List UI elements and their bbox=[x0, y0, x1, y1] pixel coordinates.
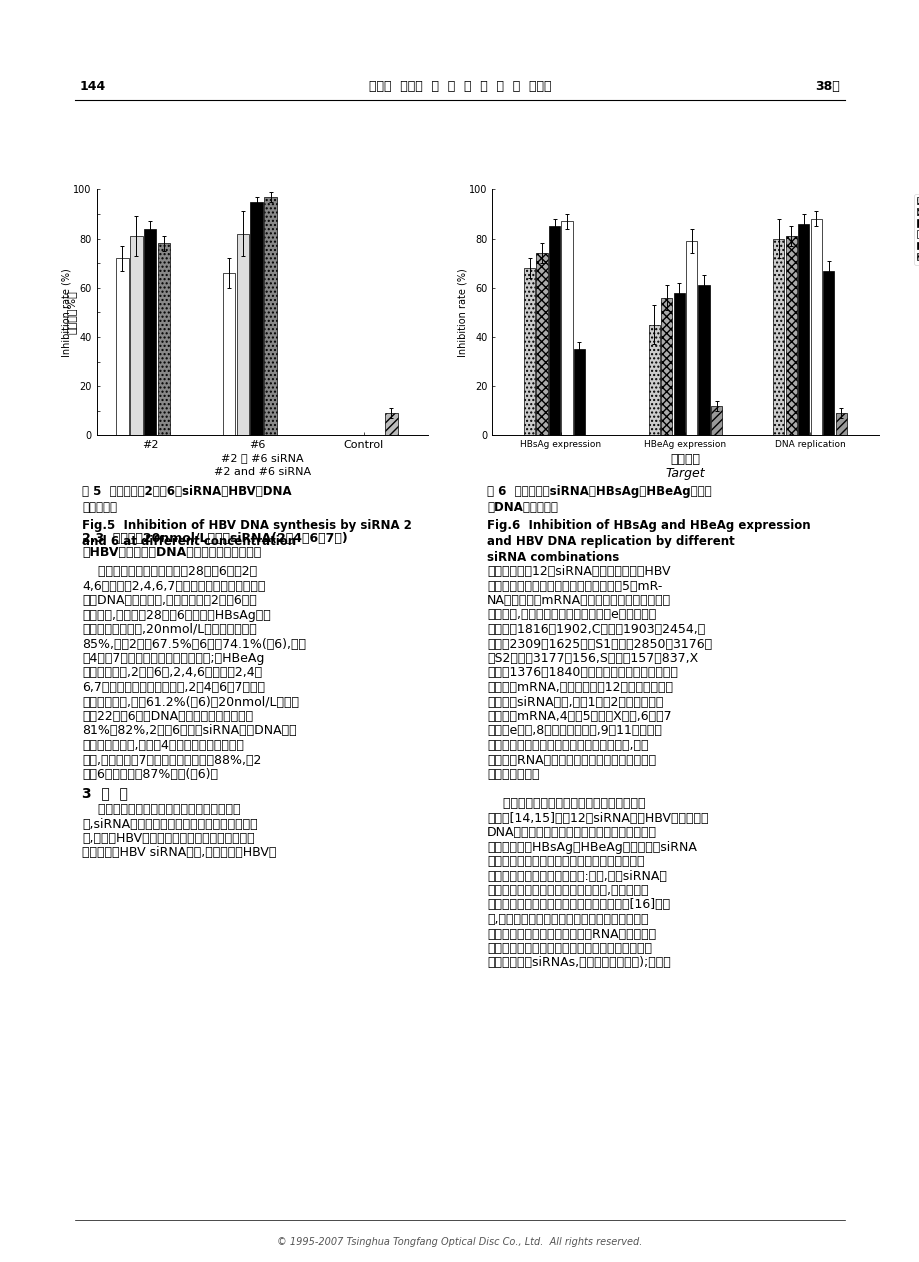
Text: 响,并不是所有符合设计要求的序列都能达到理想: 响,并不是所有符合设计要求的序列都能达到理想 bbox=[486, 912, 648, 926]
Text: 齐，并且针对HBsAg和HBeAg序列设计的siRNA: 齐，并且针对HBsAg和HBeAg序列设计的siRNA bbox=[486, 840, 696, 853]
Text: 究,包括抗HBV的研究。和以往仅仅针对某个单一: 究,包括抗HBV的研究。和以往仅仅针对某个单一 bbox=[82, 832, 255, 846]
Text: 81%和82%,2号和6号两种siRNA抑制DNA复制: 81%和82%,2号和6号两种siRNA抑制DNA复制 bbox=[82, 724, 296, 737]
Bar bbox=[810, 218, 821, 435]
Text: 前S2蛋白自3177到156,S蛋白自157到837,X: 前S2蛋白自3177到156,S蛋白自157到837,X bbox=[486, 652, 698, 665]
Text: 的表达抑制上,2号和6号,2,4,6号，以及2,4、: 的表达抑制上,2号和6号,2,4,6号，以及2,4、 bbox=[82, 666, 262, 679]
Text: DNA复制的结果来看，各种分子的抑制率参差不: DNA复制的结果来看，各种分子的抑制率参差不 bbox=[486, 827, 656, 839]
Text: 的抑制效果，即使是针对同一段RNA设计的序列: 的抑制效果，即使是针对同一段RNA设计的序列 bbox=[486, 928, 655, 940]
Text: 心抗原和聚合酶。除了针对各个编码区之外,它们: 心抗原和聚合酶。除了针对各个编码区之外,它们 bbox=[486, 740, 648, 752]
Bar bbox=[648, 324, 659, 435]
Text: 对前基因RNA分子和其他编码区的同源序列也可: 对前基因RNA分子和其他编码区的同源序列也可 bbox=[486, 753, 655, 766]
Text: 编码区的siRNA分子,其中1号和2号主要针对表: 编码区的siRNA分子,其中1号和2号主要针对表 bbox=[486, 695, 663, 708]
Text: siRNA combinations: siRNA combinations bbox=[486, 551, 618, 564]
Text: 号和6号联用组的87%接近(图6)。: 号和6号联用组的87%接近(图6)。 bbox=[82, 769, 218, 781]
Text: 进一步观察了同时联合使用28号和6号，2、: 进一步观察了同时联合使用28号和6号，2、 bbox=[82, 565, 256, 578]
Legend: 2, 6, 26, 246, 2467, control: 2, 6, 26, 246, 2467, control bbox=[913, 194, 919, 265]
Text: Fig.5  Inhibition of HBV DNA synthesis by siRNA 2: Fig.5 Inhibition of HBV DNA synthesis by… bbox=[82, 520, 412, 533]
Text: 达有一定叠加效应,20nmol/L处的抑制率达到: 达有一定叠加效应,20nmol/L处的抑制率达到 bbox=[82, 623, 256, 636]
Text: 达和DNA复制的效果,与单独作用的2号和6号比: 达和DNA复制的效果,与单独作用的2号和6号比 bbox=[82, 594, 256, 607]
Bar bbox=[536, 254, 547, 435]
Text: 蛋白自1376到1840。为了有效地攻击编码这些不: 蛋白自1376到1840。为了有效地攻击编码这些不 bbox=[486, 666, 677, 679]
Bar bbox=[834, 413, 845, 435]
Text: 复制的抑制: 复制的抑制 bbox=[82, 501, 117, 515]
Text: #2 和 #6 siRNA: #2 和 #6 siRNA bbox=[221, 453, 303, 463]
Bar bbox=[250, 202, 263, 435]
Text: 列设计的分子。原因可能在于:首先,虽然siRNA抑: 列设计的分子。原因可能在于:首先,虽然siRNA抑 bbox=[486, 870, 666, 882]
Text: 位点设计抗HBV siRNA不同,本课题针对HBV全: 位点设计抗HBV siRNA不同,本课题针对HBV全 bbox=[82, 847, 276, 859]
Text: 对HBV抗原表达和DNA复制的作用的联合效应: 对HBV抗原表达和DNA复制的作用的联合效应 bbox=[82, 546, 261, 559]
Text: 图 6  不同组合的siRNA对HBsAg和HBeAg表达以: 图 6 不同组合的siRNA对HBsAg和HBeAg表达以 bbox=[486, 486, 711, 498]
Y-axis label: Inhibition rate (%): Inhibition rate (%) bbox=[457, 268, 467, 357]
Text: 的抑制率最高,达到61.2%(图6)。20nmol/L处单独: 的抑制率最高,达到61.2%(图6)。20nmol/L处单独 bbox=[82, 695, 299, 708]
Text: 4,6号，以及2,4,6,7号分子组合抑制病毒抗原表: 4,6号，以及2,4,6,7号分子组合抑制病毒抗原表 bbox=[82, 579, 265, 592]
Bar bbox=[785, 236, 796, 435]
Text: NA分子，每个mRNA分子转录起始和终止的位置: NA分子，每个mRNA分子转录起始和终止的位置 bbox=[486, 594, 670, 607]
Text: 聚酶自2309到1625，前S1蛋白自2850到3176，: 聚酶自2309到1625，前S1蛋白自2850到3176， bbox=[486, 637, 711, 650]
Bar bbox=[236, 233, 249, 435]
Text: and HBV DNA replication by different: and HBV DNA replication by different bbox=[486, 535, 734, 549]
Text: 38卷: 38卷 bbox=[814, 81, 839, 93]
Text: 本研究所采用的作用时间和剂量参考有关文: 本研究所采用的作用时间和剂量参考有关文 bbox=[486, 798, 645, 810]
Bar bbox=[264, 197, 277, 435]
Bar bbox=[524, 268, 535, 435]
Text: 各不相同,负责编码不同的蛋白。其中e抗原蛋白的: 各不相同,负责编码不同的蛋白。其中e抗原蛋白的 bbox=[486, 608, 655, 621]
Text: 85%,高于2号的67.5%和6号的74.1%(图6),但加: 85%,高于2号的67.5%和6号的74.1%(图6),但加 bbox=[82, 637, 306, 650]
Text: 6,7号组合的抑制率依次上升,2、4、6、7号组合: 6,7号组合的抑制率依次上升,2、4、6、7号组合 bbox=[82, 681, 265, 694]
Bar bbox=[686, 241, 697, 435]
Text: 较后发现,同时使用28号和6号分子对HBsAg的表: 较后发现,同时使用28号和6号分子对HBsAg的表 bbox=[82, 608, 270, 621]
Text: 序列设计几对siRNAs,选择最有效的一个);其次，: 序列设计几对siRNAs,选择最有效的一个);其次， bbox=[486, 957, 670, 969]
Bar bbox=[673, 293, 684, 435]
Text: 制基因表达的作用有高度序列专一性,但其作用效: 制基因表达的作用有高度序列专一性,但其作用效 bbox=[486, 883, 648, 897]
Text: 号针对e抗原,8号针对核心抗原,9到11号针对核: 号针对e抗原,8号针对核心抗原,9到11号针对核 bbox=[486, 724, 661, 737]
Text: 编码区自1816到1902,C抗原自1903到2454,多: 编码区自1816到1902,C抗原自1903到2454,多 bbox=[486, 623, 705, 636]
Text: Fig.6  Inhibition of HBsAg and HBeAg expression: Fig.6 Inhibition of HBsAg and HBeAg expr… bbox=[486, 520, 810, 533]
Text: 上4号和7号分子后抑制率增加不明显;在HBeAg: 上4号和7号分子后抑制率增加不明显;在HBeAg bbox=[82, 652, 264, 665]
Bar bbox=[157, 244, 170, 435]
Text: 作为一项比寺聚核苷酸更有效的基因封闭技: 作为一项比寺聚核苷酸更有效的基因封闭技 bbox=[82, 803, 240, 817]
Text: 作用靶点: 作用靶点 bbox=[670, 453, 699, 467]
Text: and 6 at different concentration: and 6 at different concentration bbox=[82, 535, 296, 549]
Bar bbox=[823, 270, 834, 435]
Text: #2 and #6 siRNA: #2 and #6 siRNA bbox=[213, 467, 311, 477]
Bar bbox=[573, 350, 584, 435]
Text: 144: 144 bbox=[80, 81, 106, 93]
Text: 的实验研究。已知乙肂病毒基因组共表达5种mR-: 的实验研究。已知乙肂病毒基因组共表达5种mR- bbox=[486, 579, 662, 592]
Bar bbox=[549, 226, 560, 435]
Bar bbox=[661, 298, 672, 435]
Text: 之间也会有抑制效率上的差异（通常针对每个目标: 之间也会有抑制效率上的差异（通常针对每个目标 bbox=[486, 941, 652, 955]
Text: 抑制率（%）: 抑制率（%） bbox=[492, 290, 502, 334]
Bar bbox=[222, 273, 235, 435]
Y-axis label: Inhibition rate (%): Inhibition rate (%) bbox=[62, 268, 72, 357]
Text: 3  讨  论: 3 讨 论 bbox=[82, 786, 128, 800]
Text: 献确定[14,15]。从12种siRNA抑制HBV抗原表达和: 献确定[14,15]。从12种siRNA抑制HBV抗原表达和 bbox=[486, 811, 708, 824]
Bar bbox=[116, 259, 129, 435]
Text: 同蛋白的mRNA,本研究选择了12个针对各个不同: 同蛋白的mRNA,本研究选择了12个针对各个不同 bbox=[486, 681, 673, 694]
Text: 率仍会受到各种因素例如靶序列的空间构象[16]等影: 率仍会受到各种因素例如靶序列的空间构象[16]等影 bbox=[486, 899, 669, 911]
Bar bbox=[773, 239, 784, 435]
Text: 使用22号和6号对DNA量的抑制作用已经达到: 使用22号和6号对DNA量的抑制作用已经达到 bbox=[82, 711, 253, 723]
Bar bbox=[698, 285, 709, 435]
Text: 及DNA复制的抑制: 及DNA复制的抑制 bbox=[486, 501, 557, 515]
Text: 现象,进一步加上7号后抑制率达到最高88%,与2: 现象,进一步加上7号后抑制率达到最高88%,与2 bbox=[82, 753, 261, 766]
Bar bbox=[710, 406, 721, 435]
Text: © 1995-2007 Tsinghua Tongfang Optical Disc Co., Ltd.  All rights reserved.: © 1995-2007 Tsinghua Tongfang Optical Di… bbox=[277, 1237, 642, 1247]
Text: 叶景佳  许则丰  陈  嗆  曹  江  郑  树  丁佳逸: 叶景佳 许则丰 陈 嗆 曹 江 郑 树 丁佳逸 bbox=[369, 81, 550, 93]
Bar bbox=[798, 223, 809, 435]
Text: 有一定叠加效应,但加上4号抑制率反而有下降的: 有一定叠加效应,但加上4号抑制率反而有下降的 bbox=[82, 740, 244, 752]
Bar bbox=[385, 413, 397, 435]
Bar bbox=[561, 221, 572, 435]
Legend: 10nmol/L, 20nmol/L, 40nmol/L, 80nmol/L, control: 10nmol/L, 20nmol/L, 40nmol/L, 80nmol/L, … bbox=[538, 194, 605, 254]
Bar bbox=[130, 236, 142, 435]
Text: 能有共同作用。: 能有共同作用。 bbox=[486, 769, 539, 781]
Bar bbox=[143, 228, 156, 435]
Text: 面抗原的mRNA,4号和5号针对X蛋白,6号和7: 面抗原的mRNA,4号和5号针对X蛋白,6号和7 bbox=[486, 711, 671, 723]
Text: 对相应抗原的抑制效率并不总是高于针对其他序: 对相应抗原的抑制效率并不总是高于针对其他序 bbox=[486, 854, 644, 868]
Text: 术,siRNA正在被广泛应用于基因功能及相关的研: 术,siRNA正在被广泛应用于基因功能及相关的研 bbox=[82, 818, 257, 830]
Text: 抑制率（%）: 抑制率（%） bbox=[67, 290, 77, 334]
Text: 图 5  不同浓度的2号和6号siRNA对HBV的DNA: 图 5 不同浓度的2号和6号siRNA对HBV的DNA bbox=[82, 486, 291, 498]
Text: 2.3  浓度各为20nmol/L的四种siRNA(2、4、6、7号): 2.3 浓度各为20nmol/L的四种siRNA(2、4、6、7号) bbox=[82, 533, 347, 545]
Text: 基因组设计了12种siRNA进行了全面抑制HBV: 基因组设计了12种siRNA进行了全面抑制HBV bbox=[486, 565, 670, 578]
Text: Target: Target bbox=[664, 467, 705, 481]
